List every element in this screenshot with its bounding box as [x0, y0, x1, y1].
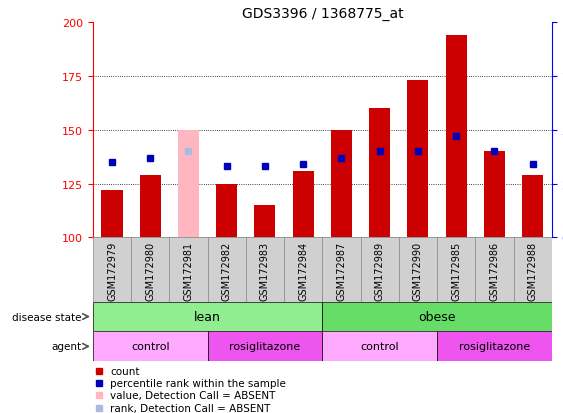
- Text: count: count: [110, 366, 140, 376]
- Text: disease state: disease state: [12, 312, 82, 322]
- Text: value, Detection Call = ABSENT: value, Detection Call = ABSENT: [110, 390, 276, 401]
- Text: lean: lean: [194, 310, 221, 323]
- Text: GSM172981: GSM172981: [184, 241, 194, 300]
- Bar: [169, 238, 208, 302]
- Bar: [246, 238, 284, 302]
- Text: GSM172980: GSM172980: [145, 241, 155, 300]
- Bar: [369, 109, 390, 238]
- Text: agent: agent: [52, 342, 82, 351]
- Text: control: control: [131, 342, 169, 351]
- Text: obese: obese: [418, 310, 456, 323]
- Bar: [208, 238, 246, 302]
- Text: GSM172979: GSM172979: [107, 241, 117, 300]
- Bar: [140, 176, 161, 238]
- Bar: [360, 238, 399, 302]
- Bar: [437, 238, 475, 302]
- Bar: [216, 184, 237, 238]
- Bar: [475, 238, 513, 302]
- Bar: [178, 131, 199, 238]
- Text: GSM172990: GSM172990: [413, 241, 423, 300]
- Text: rosiglitazone: rosiglitazone: [229, 342, 301, 351]
- Bar: [408, 81, 428, 238]
- Text: rank, Detection Call = ABSENT: rank, Detection Call = ABSENT: [110, 403, 271, 413]
- Bar: [484, 152, 505, 238]
- Text: GSM172987: GSM172987: [337, 241, 346, 300]
- Text: GSM172989: GSM172989: [374, 241, 385, 300]
- Text: GSM172983: GSM172983: [260, 241, 270, 300]
- Bar: [322, 238, 360, 302]
- Bar: [93, 238, 131, 302]
- Text: GSM172984: GSM172984: [298, 241, 308, 300]
- Text: control: control: [360, 342, 399, 351]
- Bar: [322, 302, 552, 332]
- Bar: [446, 36, 467, 238]
- Bar: [131, 238, 169, 302]
- Text: GSM172988: GSM172988: [528, 241, 538, 300]
- Text: GSM172985: GSM172985: [451, 241, 461, 300]
- Bar: [284, 238, 322, 302]
- Text: GSM172982: GSM172982: [222, 241, 232, 300]
- Bar: [399, 238, 437, 302]
- Bar: [208, 332, 322, 361]
- Text: GSM172986: GSM172986: [489, 241, 499, 300]
- Bar: [522, 176, 543, 238]
- Text: rosiglitazone: rosiglitazone: [459, 342, 530, 351]
- Bar: [322, 332, 437, 361]
- Bar: [437, 332, 552, 361]
- Title: GDS3396 / 1368775_at: GDS3396 / 1368775_at: [242, 7, 403, 21]
- Bar: [254, 206, 275, 238]
- Bar: [93, 302, 322, 332]
- Bar: [101, 191, 123, 238]
- Bar: [331, 131, 352, 238]
- Bar: [93, 332, 208, 361]
- Bar: [293, 171, 314, 238]
- Text: percentile rank within the sample: percentile rank within the sample: [110, 378, 287, 388]
- Bar: [513, 238, 552, 302]
